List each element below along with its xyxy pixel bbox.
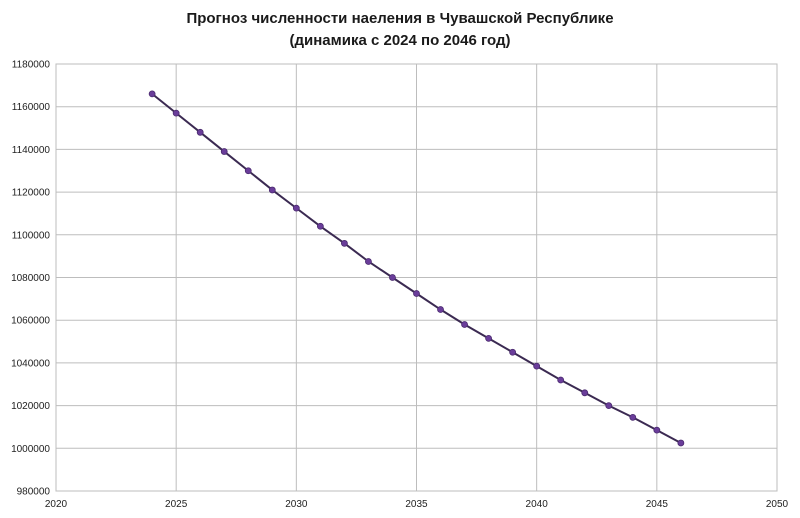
data-point bbox=[509, 348, 517, 356]
x-tick-label: 2045 bbox=[646, 499, 669, 510]
data-point bbox=[437, 306, 444, 313]
data-point bbox=[196, 128, 204, 136]
data-point bbox=[581, 389, 589, 397]
data-point bbox=[461, 321, 468, 328]
data-point bbox=[220, 148, 228, 155]
data-point bbox=[292, 204, 300, 212]
data-point bbox=[172, 109, 180, 117]
y-tick-label: 1160000 bbox=[12, 102, 51, 113]
chart-title-line1: Прогноз численности наеления в Чувашской… bbox=[186, 10, 614, 27]
y-tick-label: 1020000 bbox=[11, 401, 50, 412]
data-point bbox=[413, 290, 420, 297]
data-point bbox=[653, 426, 661, 434]
plot-border bbox=[55, 63, 778, 492]
x-tick-label: 2035 bbox=[405, 499, 428, 510]
data-point bbox=[557, 376, 565, 384]
x-tick-label: 2040 bbox=[526, 499, 549, 510]
x-tick-label: 2025 bbox=[165, 499, 188, 510]
data-point bbox=[629, 413, 637, 421]
data-point bbox=[677, 439, 685, 447]
y-tick-label: 1000000 bbox=[11, 444, 50, 455]
data-point bbox=[316, 222, 324, 230]
y-tick-label: 1140000 bbox=[12, 145, 51, 156]
data-point bbox=[365, 258, 372, 265]
x-tick-label: 2050 bbox=[766, 499, 789, 510]
data-point bbox=[485, 334, 493, 342]
y-tick-label: 1100000 bbox=[12, 230, 51, 241]
data-point bbox=[389, 274, 396, 281]
data-point bbox=[268, 186, 276, 194]
y-tick-label: 1120000 bbox=[12, 188, 51, 199]
chart-title-line2: (динамика с 2024 по 2046 год) bbox=[289, 32, 511, 49]
data-point bbox=[340, 239, 348, 247]
y-tick-label: 1180000 bbox=[12, 60, 51, 71]
chart-title: Прогноз численности наеления в Чувашской… bbox=[0, 8, 800, 52]
y-tick-label: 1060000 bbox=[11, 316, 50, 327]
data-point bbox=[244, 167, 252, 175]
data-point bbox=[605, 402, 613, 410]
y-tick-label: 980000 bbox=[17, 487, 51, 498]
x-tick-label: 2020 bbox=[45, 499, 68, 510]
data-point bbox=[148, 90, 156, 98]
y-tick-label: 1080000 bbox=[11, 273, 50, 284]
x-tick-label: 2030 bbox=[285, 499, 308, 510]
y-tick-label: 1040000 bbox=[11, 358, 50, 369]
data-point bbox=[533, 362, 541, 370]
